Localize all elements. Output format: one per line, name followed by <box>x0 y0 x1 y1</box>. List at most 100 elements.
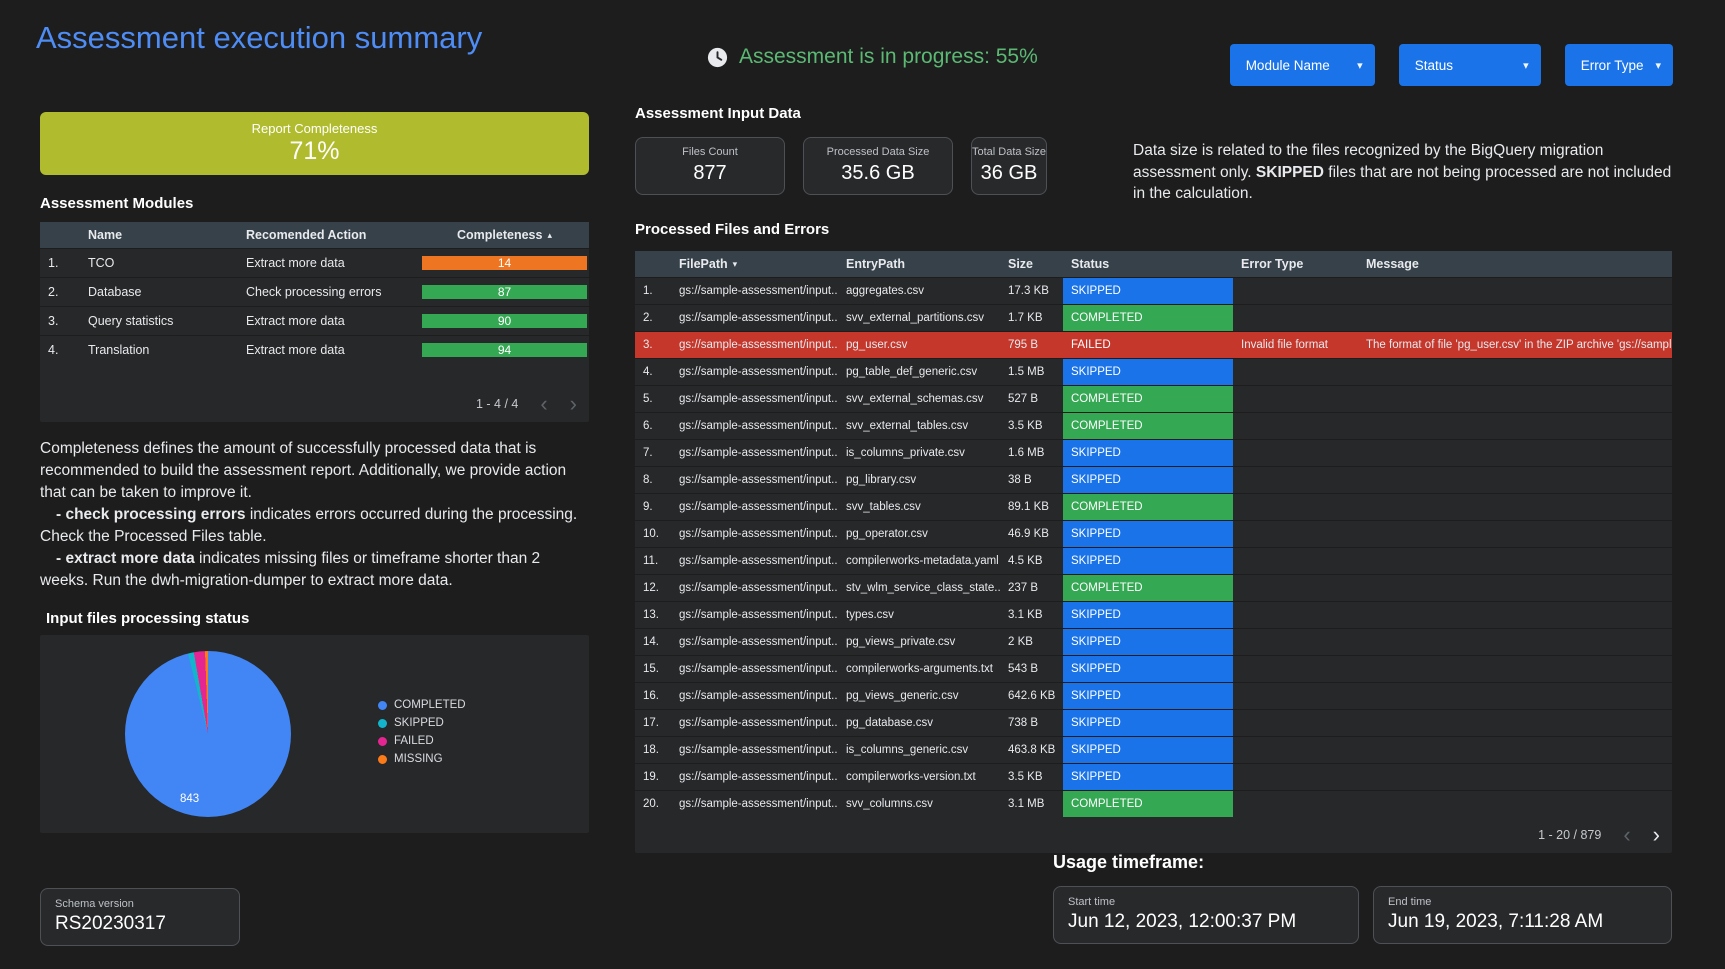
status-badge: SKIPPED <box>1063 359 1233 385</box>
modules-header-row: Name Recomended Action Completeness ▴ <box>40 222 589 248</box>
end-time-value: Jun 19, 2023, 7:11:28 AM <box>1388 911 1604 932</box>
scorecard-value: 36 GB <box>980 162 1038 184</box>
status-badge: COMPLETED <box>1063 386 1233 412</box>
prev-page-icon[interactable]: ‹ <box>540 391 548 416</box>
entry-path: pg_library.csv <box>846 474 917 486</box>
error-type <box>1233 548 1358 574</box>
column-header-name[interactable]: Name <box>88 228 123 242</box>
file-path: gs://sample-assessment/input... <box>679 393 838 405</box>
row-index: 4. <box>643 366 653 378</box>
column-header-error-type[interactable]: Error Type <box>1241 257 1304 271</box>
table-row[interactable]: 3. gs://sample-assessment/input... pg_us… <box>635 331 1672 358</box>
end-time-label: End time <box>1388 896 1432 908</box>
file-size: 3.5 KB <box>1008 420 1043 432</box>
table-row[interactable]: 5. gs://sample-assessment/input... svv_e… <box>635 385 1672 412</box>
file-path: gs://sample-assessment/input... <box>679 717 838 729</box>
error-type <box>1233 440 1358 466</box>
file-path: gs://sample-assessment/input... <box>679 771 838 783</box>
module-action: Check processing errors <box>246 285 382 299</box>
status-badge: SKIPPED <box>1063 683 1233 709</box>
filter-dropdown[interactable]: Module Name ▾ <box>1229 44 1375 86</box>
error-type <box>1233 305 1358 331</box>
status-badge: SKIPPED <box>1063 440 1233 466</box>
file-path: gs://sample-assessment/input... <box>679 744 838 756</box>
legend-swatch <box>378 700 387 710</box>
status-badge: SKIPPED <box>1063 764 1233 790</box>
completeness-description: Completeness defines the amount of succe… <box>40 440 578 589</box>
column-header-entrypath[interactable]: EntryPath <box>846 257 906 271</box>
file-size: 527 B <box>1008 393 1039 405</box>
table-row[interactable]: 16. gs://sample-assessment/input... pg_v… <box>635 682 1672 709</box>
table-row[interactable]: 1. TCO Extract more data 14 <box>40 248 589 277</box>
module-action: Extract more data <box>246 314 345 328</box>
table-row[interactable]: 13. gs://sample-assessment/input... type… <box>635 601 1672 628</box>
files-header-row: FilePath ▾ EntryPath Size Status Error T… <box>635 251 1672 277</box>
table-row[interactable]: 18. gs://sample-assessment/input... is_c… <box>635 736 1672 763</box>
error-type <box>1233 575 1358 601</box>
table-row[interactable]: 2. Database Check processing errors 87 <box>40 277 589 306</box>
module-action: Extract more data <box>246 343 345 357</box>
legend-item[interactable]: SKIPPED <box>378 717 466 729</box>
table-row[interactable]: 20. gs://sample-assessment/input... svv_… <box>635 790 1672 817</box>
error-type <box>1233 710 1358 736</box>
row-index: 20. <box>643 798 659 810</box>
table-row[interactable]: 19. gs://sample-assessment/input... comp… <box>635 763 1672 790</box>
column-header-status[interactable]: Status <box>1071 257 1110 271</box>
column-header-size[interactable]: Size <box>1008 257 1034 271</box>
column-header-message[interactable]: Message <box>1366 257 1419 271</box>
table-row[interactable]: 17. gs://sample-assessment/input... pg_d… <box>635 709 1672 736</box>
table-row[interactable]: 4. Translation Extract more data 94 <box>40 335 589 364</box>
table-row[interactable]: 8. gs://sample-assessment/input... pg_li… <box>635 466 1672 493</box>
end-time-card: End time Jun 19, 2023, 7:11:28 AM <box>1373 886 1672 944</box>
schema-version-label: Schema version <box>55 898 134 910</box>
table-row[interactable]: 15. gs://sample-assessment/input... comp… <box>635 655 1672 682</box>
column-header-filepath[interactable]: FilePath ▾ <box>679 257 738 271</box>
error-message <box>1358 791 1672 817</box>
next-page-icon[interactable]: › <box>569 391 577 416</box>
status-badge: COMPLETED <box>1063 305 1233 331</box>
row-index: 12. <box>643 582 659 594</box>
error-message <box>1358 656 1672 682</box>
status-pie[interactable] <box>125 651 291 817</box>
entry-path: stv_wlm_service_class_state.... <box>846 582 1000 594</box>
files-pagination: 1 - 20 / 879 ‹ › <box>1538 817 1672 853</box>
modules-rows: 1. TCO Extract more data 14 2. Database … <box>40 248 589 364</box>
table-row[interactable]: 3. Query statistics Extract more data 90 <box>40 306 589 335</box>
prev-page-icon[interactable]: ‹ <box>1623 822 1631 847</box>
page-title: Assessment execution summary <box>36 20 483 55</box>
legend-item[interactable]: MISSING <box>378 753 466 765</box>
table-row[interactable]: 9. gs://sample-assessment/input... svv_t… <box>635 493 1672 520</box>
legend-item[interactable]: COMPLETED <box>378 699 466 711</box>
next-page-icon[interactable]: › <box>1652 822 1660 847</box>
error-message <box>1358 764 1672 790</box>
table-row[interactable]: 10. gs://sample-assessment/input... pg_o… <box>635 520 1672 547</box>
table-row[interactable]: 1. gs://sample-assessment/input... aggre… <box>635 277 1672 304</box>
file-path: gs://sample-assessment/input... <box>679 636 838 648</box>
table-row[interactable]: 12. gs://sample-assessment/input... stv_… <box>635 574 1672 601</box>
file-size: 237 B <box>1008 582 1039 594</box>
file-path: gs://sample-assessment/input... <box>679 420 838 432</box>
column-header-completeness[interactable]: Completeness ▴ <box>457 228 552 242</box>
table-row[interactable]: 4. gs://sample-assessment/input... pg_ta… <box>635 358 1672 385</box>
table-row[interactable]: 7. gs://sample-assessment/input... is_co… <box>635 439 1672 466</box>
table-row[interactable]: 14. gs://sample-assessment/input... pg_v… <box>635 628 1672 655</box>
filter-dropdown[interactable]: Error Type ▾ <box>1564 44 1673 86</box>
row-index: 5. <box>643 393 653 405</box>
file-size: 642.6 KB <box>1008 690 1056 702</box>
completeness-bar: 87 <box>422 285 587 299</box>
error-type: Invalid file format <box>1241 339 1328 351</box>
table-row[interactable]: 6. gs://sample-assessment/input... svv_e… <box>635 412 1672 439</box>
legend-item[interactable]: FAILED <box>378 735 466 747</box>
row-index: 10. <box>643 528 659 540</box>
legend-label: MISSING <box>394 753 443 765</box>
legend-swatch <box>378 718 387 728</box>
status-badge: SKIPPED <box>1063 710 1233 736</box>
column-header-action[interactable]: Recomended Action <box>246 228 367 242</box>
table-row[interactable]: 11. gs://sample-assessment/input... comp… <box>635 547 1672 574</box>
table-row[interactable]: 2. gs://sample-assessment/input... svv_e… <box>635 304 1672 331</box>
filter-dropdown[interactable]: Status ▾ <box>1398 44 1541 86</box>
file-path: gs://sample-assessment/input... <box>679 528 838 540</box>
row-index: 9. <box>643 501 653 513</box>
entry-path: svv_columns.csv <box>846 798 933 810</box>
column-header-index <box>40 222 80 248</box>
